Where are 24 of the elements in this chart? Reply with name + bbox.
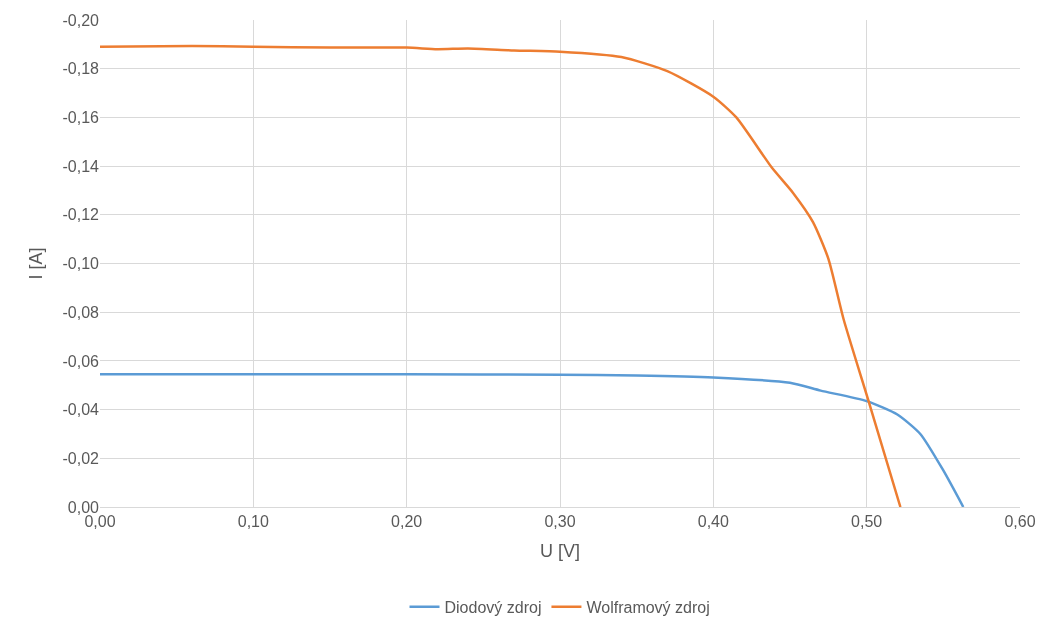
legend-label: Wolframový zdroj xyxy=(586,598,710,616)
y-tick-label: -0,02 xyxy=(62,449,100,467)
x-tick-label: 0,10 xyxy=(237,513,269,531)
y-tick-label: -0,16 xyxy=(62,109,100,126)
x-axis-title: U [V] xyxy=(539,541,581,562)
x-tick-label: 0,20 xyxy=(391,513,423,531)
line-series xyxy=(100,44,902,507)
legend-label: Diodový zdroj xyxy=(444,598,542,616)
y-tick-label: -0,04 xyxy=(62,401,100,419)
y-axis-title: I [A] xyxy=(25,247,46,280)
y-tick-label: -0,10 xyxy=(62,255,100,273)
x-tick-label: 0,60 xyxy=(1004,513,1036,531)
y-tick-label: -0,08 xyxy=(62,303,100,321)
x-tick-label: 0,30 xyxy=(544,513,576,531)
y-tick-label: -0,06 xyxy=(62,352,100,370)
line-series xyxy=(100,373,965,507)
y-tick-label: -0,14 xyxy=(62,157,100,175)
y-tick-label: -0,18 xyxy=(62,60,100,78)
x-tick-label: 0,50 xyxy=(851,513,883,531)
y-tick-label: 0,00 xyxy=(67,498,100,516)
x-tick-label: 0,40 xyxy=(697,513,729,531)
y-tick-label: -0,12 xyxy=(62,206,100,224)
x-tick-label: 0,00 xyxy=(84,513,116,531)
y-tick-label: -0,20 xyxy=(62,11,100,29)
